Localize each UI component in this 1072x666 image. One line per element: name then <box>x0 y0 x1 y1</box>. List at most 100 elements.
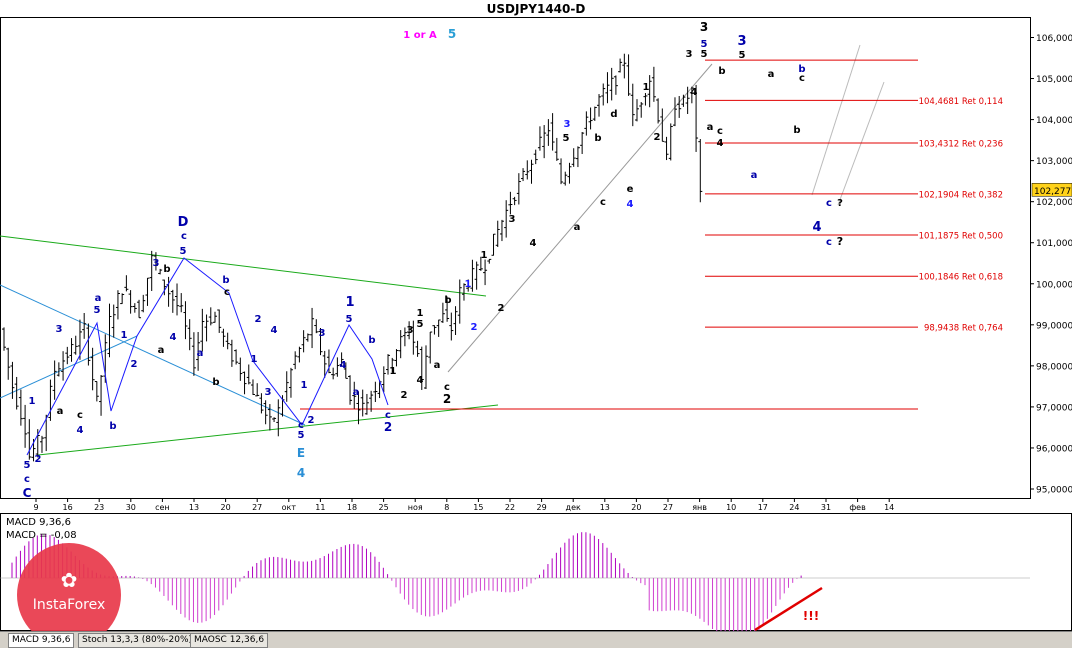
green-trendline-lower <box>37 404 499 456</box>
wave-label: a <box>353 387 360 398</box>
wave-label: c <box>181 231 187 242</box>
x-tick-label: окт <box>282 503 297 512</box>
wave-label: a <box>434 360 441 371</box>
x-tick-label: 17 <box>758 503 768 512</box>
y-tick-label: 105,0000 <box>1036 75 1072 85</box>
wave-label: 5 <box>563 133 570 144</box>
wave-label: 1 <box>345 295 354 310</box>
wave-label: e <box>627 184 634 195</box>
x-tick-label: 29 <box>537 503 547 512</box>
wave-label: a <box>57 406 64 417</box>
wave-label: 1 <box>465 279 472 290</box>
wave-label: 2 <box>308 415 315 426</box>
price-pane-frame <box>0 17 1031 499</box>
wave-label: 5 <box>417 319 424 330</box>
x-tick-label: 30 <box>126 503 136 512</box>
x-tick-label: 18 <box>347 503 357 512</box>
x-tick-label: 27 <box>252 503 262 512</box>
y-tick-label: 106,0000 <box>1036 34 1072 44</box>
y-tick-label: 95,0000 <box>1036 486 1072 496</box>
x-tick-label: сен <box>155 503 170 512</box>
wave-label: b <box>163 264 170 275</box>
macd-value-label: MACD = -0,08 <box>6 530 77 541</box>
wave-label: 4 <box>717 138 724 149</box>
wave-label: b <box>212 377 219 388</box>
wave-label: 3 <box>319 328 326 339</box>
wave-label: 2 <box>131 359 138 370</box>
wave-label: 4 <box>417 375 424 386</box>
wave-label: 5 <box>298 430 305 441</box>
tab-stoch[interactable]: Stoch 13,3,3 (80%-20%) <box>78 633 197 648</box>
wave-label: b <box>368 335 375 346</box>
wave-label: c <box>600 197 606 208</box>
x-tick-label: 13 <box>600 503 610 512</box>
wave-label: 1 <box>301 380 308 391</box>
x-tick-label: 20 <box>221 503 231 512</box>
wave-label: a <box>574 222 581 233</box>
wave-label: 5 <box>346 314 353 325</box>
x-tick-label: 25 <box>379 503 389 512</box>
wave-label-1-or-a: 1 or A <box>403 30 437 41</box>
x-tick-label: фев <box>849 503 866 512</box>
current-price-text: 102,277 <box>1034 187 1071 197</box>
x-tick-label: 14 <box>884 503 894 512</box>
wave-label: 3 <box>737 34 746 49</box>
blue-channel-line-2 <box>0 335 138 399</box>
wave-label: E <box>297 446 305 460</box>
current-price-tag <box>1031 183 1072 197</box>
x-tick-label: 16 <box>63 503 73 512</box>
y-tick-label: 103,0000 <box>1036 157 1072 167</box>
wave-label: b <box>222 275 229 286</box>
tab-maosc[interactable]: MAOSC 12,36,6 <box>190 633 269 648</box>
grey-projection-1 <box>811 44 861 196</box>
y-tick-label: 104,0000 <box>1036 116 1072 126</box>
wave-label: 2 <box>35 454 42 465</box>
wave-label: ? <box>837 235 843 248</box>
wave-label: d <box>610 109 617 120</box>
grey-projection-2 <box>837 81 885 206</box>
y-tick-label: 102,0000 <box>1036 198 1072 208</box>
x-tick-label: дек <box>566 503 581 512</box>
wave-label: a <box>197 348 204 359</box>
x-tick-label: 8 <box>444 503 449 512</box>
wave-label: b <box>718 66 725 77</box>
y-tick-label: 99,0000 <box>1036 321 1072 331</box>
wave-label: ? <box>837 198 843 209</box>
fib-level-label: 101,1875 Ret 0,500 <box>919 232 1003 242</box>
wave-label: 1 <box>643 82 650 93</box>
x-tick-label: 11 <box>315 503 325 512</box>
logo-badge <box>17 543 121 647</box>
wave-label: 3 <box>700 20 708 34</box>
wave-label: 4 <box>170 332 177 343</box>
wave-label: c <box>385 410 391 421</box>
wave-label: 4 <box>340 360 347 371</box>
wave-label: c <box>444 382 450 393</box>
wave-label: 4 <box>627 199 634 210</box>
wave-label: 4 <box>530 238 537 249</box>
wave-label: a <box>768 69 775 80</box>
blue-channel-line-1 <box>0 284 306 426</box>
x-tick-label: 13 <box>189 503 199 512</box>
y-tick-label: 96,0000 <box>1036 444 1072 454</box>
wave-label: c <box>826 198 832 209</box>
wave-label: 4 <box>297 466 305 480</box>
wave-label: 2 <box>471 322 478 333</box>
x-tick-label: 31 <box>821 503 831 512</box>
wave-label: b <box>109 421 116 432</box>
tab-macd[interactable]: MACD 9,36,6 <box>8 633 75 648</box>
y-tick-label: 100,0000 <box>1036 280 1072 290</box>
x-tick-label: 23 <box>94 503 104 512</box>
wave-label: 5 <box>701 39 708 50</box>
wave-label: 3 <box>56 324 63 335</box>
wave-label: 5 <box>180 246 187 257</box>
wave-label: 1 <box>481 250 488 261</box>
wave-label: 1 <box>121 330 128 341</box>
wave-label: 2 <box>498 303 505 314</box>
logo-mark: ✿ <box>61 568 78 592</box>
fib-level-label: 103,4312 Ret 0,236 <box>919 139 1003 149</box>
x-tick-label: 24 <box>789 503 799 512</box>
wave-label: 2 <box>443 392 451 406</box>
wave-label: 4 <box>691 87 698 98</box>
wave-label: c <box>799 73 805 84</box>
